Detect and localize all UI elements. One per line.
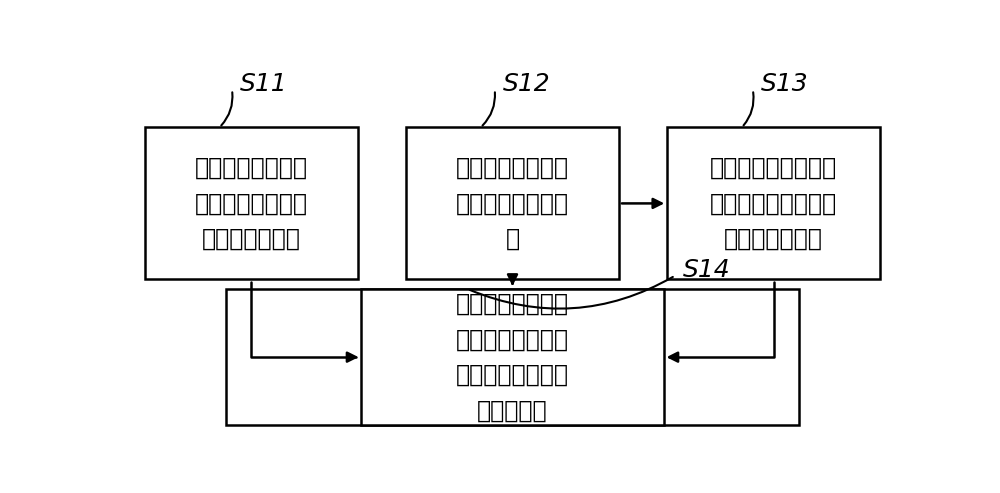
Bar: [667, 128, 880, 280]
Bar: [145, 128, 358, 280]
Text: 收集变桨系统对应
的实际运行工况信
息: 收集变桨系统对应 的实际运行工况信 息: [456, 156, 569, 251]
Text: S14: S14: [683, 258, 731, 282]
Text: 收集变桨系统在实际
运行工况信息下的实
际运行载荷信息: 收集变桨系统在实际 运行工况信息下的实 际运行载荷信息: [710, 156, 837, 251]
Bar: [361, 289, 664, 425]
Text: S13: S13: [761, 72, 808, 96]
Text: S11: S11: [240, 72, 287, 96]
Bar: [406, 128, 619, 280]
Text: S12: S12: [502, 72, 550, 96]
Text: 对风电机组变桨系
统载荷仿真计算时
的工况进行统计: 对风电机组变桨系 统载荷仿真计算时 的工况进行统计: [195, 156, 308, 251]
Text: 记录并保存变桨系
统对应的实际运行
工况下的的实际运
行载荷信息: 记录并保存变桨系 统对应的实际运行 工况下的的实际运 行载荷信息: [456, 292, 569, 422]
Bar: [226, 289, 799, 425]
